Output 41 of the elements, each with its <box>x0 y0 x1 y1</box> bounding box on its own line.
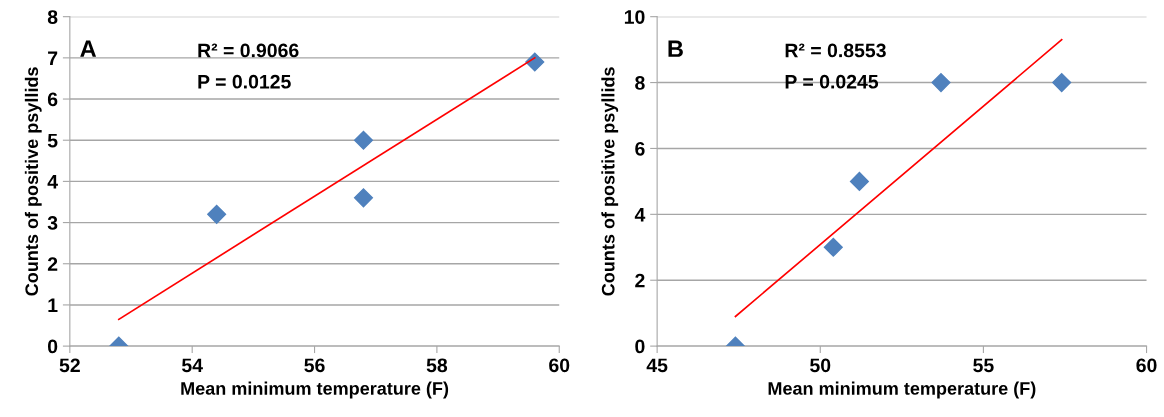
point <box>823 237 843 257</box>
y-tick-label: 2 <box>47 257 58 271</box>
annotation: P = 0.0125 <box>198 74 291 89</box>
y-axis-title: Counts of positive psyllids <box>24 67 42 296</box>
x-tick-label: 55 <box>973 358 994 373</box>
y-tick-label: 8 <box>47 10 58 24</box>
annotation: R² = 0.8553 <box>785 43 886 58</box>
x-tick-label: 60 <box>549 358 570 373</box>
y-tick-label: 10 <box>624 10 645 24</box>
y-tick-label: 0 <box>47 339 58 354</box>
y-tick-label: 5 <box>47 133 58 148</box>
y-tick-label: 2 <box>635 273 645 288</box>
y-tick-label: 0 <box>635 339 645 354</box>
x-axis-title: Mean minimum temperature (F) <box>181 381 449 399</box>
annotation: R² = 0.9066 <box>198 43 299 58</box>
x-tick-label: 52 <box>59 358 80 373</box>
point <box>849 171 869 191</box>
x-tick-label: 45 <box>646 358 668 373</box>
annotation: P = 0.0245 <box>785 74 879 89</box>
point <box>207 204 227 224</box>
x-tick-label: 56 <box>304 358 325 373</box>
y-tick-label: 6 <box>635 141 645 156</box>
point <box>1052 73 1072 93</box>
annotation: A <box>80 40 97 57</box>
x-tick-label: 54 <box>181 358 203 373</box>
y-tick-label: 3 <box>47 216 58 230</box>
x-axis-title: Mean minimum temperature (F) <box>768 381 1036 399</box>
y-tick-label: 4 <box>634 208 646 222</box>
point <box>353 130 374 150</box>
y-tick-label: 7 <box>48 51 58 65</box>
point <box>353 188 374 208</box>
y-tick-label: 6 <box>47 92 58 107</box>
x-tick-label: 60 <box>1136 358 1157 373</box>
y-tick-label: 4 <box>47 175 58 189</box>
y-tick-label: 8 <box>635 76 645 90</box>
x-tick-label: 58 <box>426 358 448 373</box>
y-axis-title: Counts of positive psyllids <box>601 67 619 296</box>
point <box>931 73 951 93</box>
y-tick-label: 1 <box>48 298 58 312</box>
x-tick-label: 50 <box>810 358 831 373</box>
annotation: B <box>668 40 683 57</box>
